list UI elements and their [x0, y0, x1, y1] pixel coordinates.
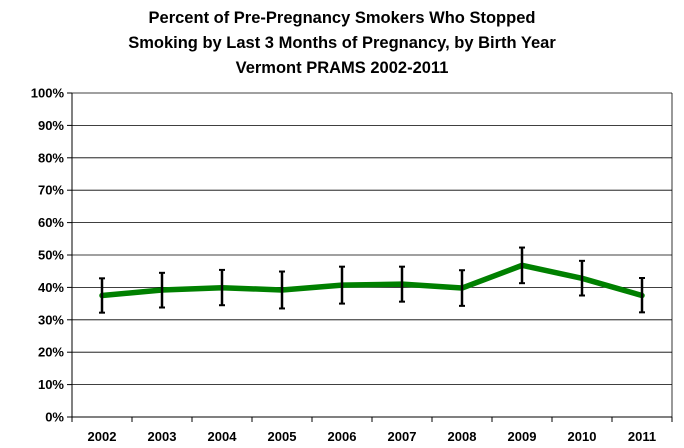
x-tick-label: 2005 — [268, 429, 297, 444]
x-tick-label: 2006 — [328, 429, 357, 444]
y-tick-label: 50% — [38, 248, 64, 263]
y-tick-label: 60% — [38, 215, 64, 230]
x-tick-label: 2009 — [508, 429, 537, 444]
series-line — [99, 262, 645, 299]
y-tick-label: 80% — [38, 150, 64, 165]
y-tick-label: 70% — [38, 183, 64, 198]
x-tick-label: 2008 — [448, 429, 477, 444]
x-tick-label: 2011 — [628, 429, 656, 444]
x-tick-label: 2003 — [148, 429, 177, 444]
chart-title-line-3: Vermont PRAMS 2002-2011 — [235, 59, 449, 77]
y-tick-label: 20% — [38, 345, 64, 360]
y-tick-label: 100% — [31, 86, 65, 101]
x-tick-label: 2002 — [88, 429, 117, 444]
x-tick-label: 2007 — [388, 429, 417, 444]
y-tick-label: 0% — [45, 410, 64, 425]
y-tick-label: 90% — [38, 118, 64, 133]
x-tick-label: 2010 — [568, 429, 597, 444]
y-tick-label: 30% — [38, 312, 64, 327]
chart-title: Percent of Pre-Pregnancy Smokers Who Sto… — [0, 6, 684, 81]
chart-title-line-2: Smoking by Last 3 Months of Pregnancy, b… — [128, 34, 556, 52]
y-tick-label: 40% — [38, 280, 64, 295]
chart-title-line-1: Percent of Pre-Pregnancy Smokers Who Sto… — [148, 9, 536, 27]
x-tick-label: 2004 — [208, 429, 238, 444]
y-tick-label: 10% — [38, 377, 64, 392]
